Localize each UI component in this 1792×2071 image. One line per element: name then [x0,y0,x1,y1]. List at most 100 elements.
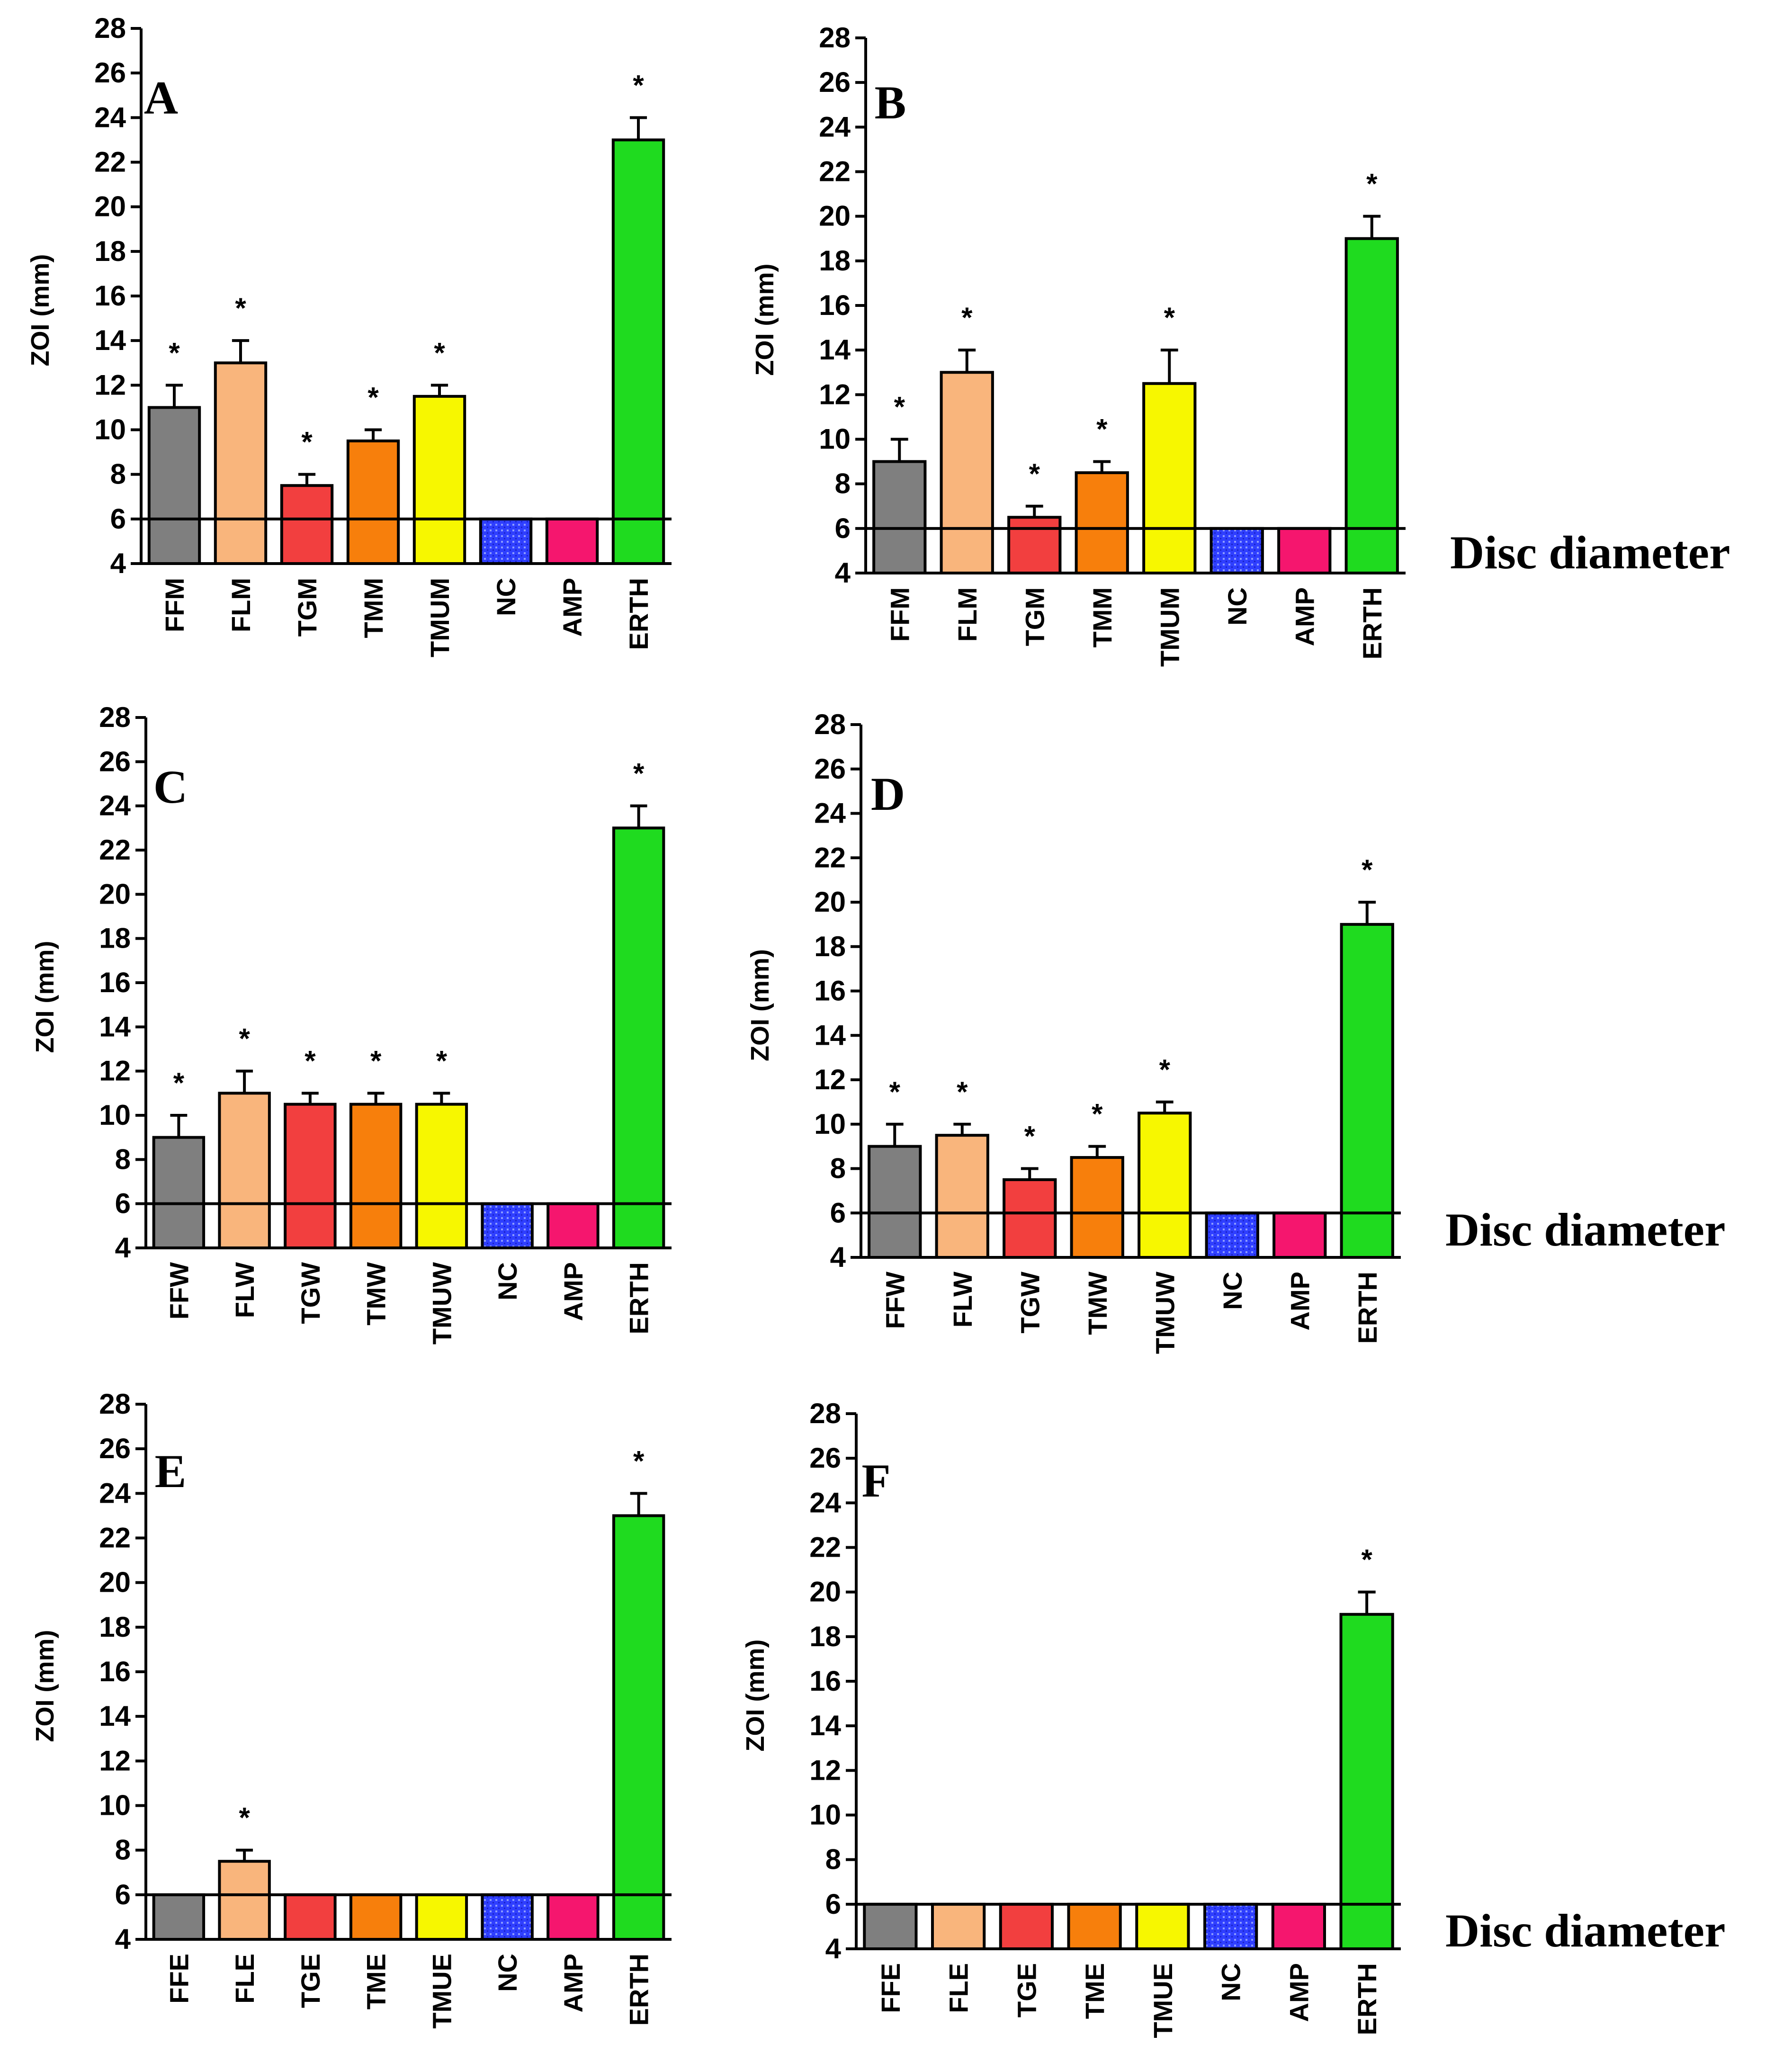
y-tick-label: 28 [99,701,131,733]
category-label-tge: TGE [296,1954,325,2008]
error-bar-tgm [298,473,316,486]
error-bar-tmw [367,1092,385,1104]
category-label-amp: AMP [558,1262,588,1321]
category-label-tme: TME [361,1954,391,2009]
bar-tmw [349,1103,403,1250]
bar-tmw [1070,1156,1124,1259]
error-bar-tmum [1160,349,1178,384]
significance-mark: * [239,1023,250,1055]
significance-mark: * [367,382,379,413]
significance-mark: * [1361,1544,1372,1576]
category-label-fle: FLE [944,1963,974,2013]
category-label-ffw: FFW [880,1272,910,1329]
error-bar-tmw [1088,1145,1106,1158]
y-tick-label: 8 [835,468,851,500]
y-tick-label: 28 [809,1398,841,1429]
significance-mark: * [305,1045,316,1076]
y-axis-label: ZOI (mm) [741,1640,770,1752]
significance-mark: * [889,1076,901,1108]
y-tick-label: 6 [835,512,851,544]
y-tick-label: 20 [809,1576,841,1608]
error-bar-ffw [886,1122,904,1147]
error-bar-erth [629,116,647,140]
category-label-tme: TME [1080,1963,1110,2019]
bar-amp [545,517,599,565]
y-tick-label: 26 [814,753,846,785]
y-tick-label: 16 [94,280,126,312]
significance-mark: * [239,1802,250,1834]
category-label-erth: ERTH [1353,1272,1382,1344]
y-tick-label: 20 [814,886,846,918]
y-tick-label: 22 [809,1532,841,1563]
y-tick-label: 28 [94,12,126,44]
y-tick-label: 8 [110,458,126,490]
y-tick-label: 4 [830,1241,846,1273]
bar-tme [1067,1902,1122,1950]
significance-mark: * [436,1045,448,1076]
bar-flw [218,1092,271,1249]
category-label-erth: ERTH [624,578,654,650]
y-tick-label: 18 [809,1621,841,1652]
bar-fle [931,1902,986,1950]
significance-mark: * [1164,302,1175,333]
bar-tge [284,1893,337,1941]
significance-mark: * [633,69,644,101]
error-bar-erth [630,804,647,828]
significance-mark: * [1092,1098,1103,1130]
y-tick-label: 14 [814,1019,846,1051]
category-label-nc: NC [493,1954,522,1992]
category-label-amp: AMP [557,578,587,637]
y-tick-label: 28 [814,708,846,740]
y-tick-label: 14 [99,1011,131,1042]
bar-ffe [152,1893,206,1941]
category-label-tmue: TMUE [1148,1963,1178,2038]
bar-nc [1210,527,1264,575]
y-tick-label: 26 [809,1442,841,1474]
category-label-erth: ERTH [624,1954,654,2026]
y-tick-label: 10 [809,1799,841,1831]
y-tick-label: 10 [814,1108,846,1140]
disc-diameter-label: Disc diameter [1445,1904,1725,1957]
y-tick-label: 16 [99,1656,131,1687]
category-label-tge: TGE [1012,1963,1041,2017]
bar-tgm [1007,516,1062,574]
y-tick-label: 18 [99,1611,131,1643]
panel-letter: E [155,1445,187,1497]
y-tick-label: 8 [115,1143,131,1175]
category-label-tmw: TMW [361,1262,391,1326]
y-axis-label: ZOI (mm) [26,254,54,367]
category-label-ffe: FFE [876,1963,905,2013]
category-label-amp: AMP [1285,1272,1315,1330]
y-tick-label: 12 [819,378,851,410]
significance-mark: * [894,391,905,423]
bar-fle [218,1860,271,1941]
panel-letter: C [153,761,188,813]
significance-mark: * [1024,1121,1036,1152]
significance-mark: * [173,1067,185,1099]
error-bar-ffm [165,384,183,408]
y-tick-label: 4 [835,557,851,589]
bar-tmm [1075,471,1129,574]
category-label-tmm: TMM [1087,587,1117,648]
bar-tgw [1003,1178,1057,1259]
category-label-amp: AMP [1290,587,1319,646]
error-bar-ffm [890,438,908,462]
category-label-nc: NC [491,578,521,616]
bar-tgm [280,484,334,565]
bar-amp [1272,1211,1327,1259]
y-tick-label: 26 [819,66,851,98]
y-tick-label: 12 [99,1055,131,1087]
category-label-nc: NC [1218,1272,1247,1310]
significance-mark: * [301,426,313,458]
error-bar-tmuw [433,1092,450,1104]
y-tick-label: 18 [99,923,131,954]
significance-mark: * [633,1445,645,1477]
y-tick-label: 20 [99,1567,131,1598]
significance-mark: * [434,337,445,368]
bar-tmm [346,439,400,565]
category-label-fle: FLE [230,1954,260,2004]
y-tick-label: 6 [115,1188,131,1219]
y-tick-label: 24 [94,101,126,133]
y-tick-label: 12 [814,1064,846,1095]
